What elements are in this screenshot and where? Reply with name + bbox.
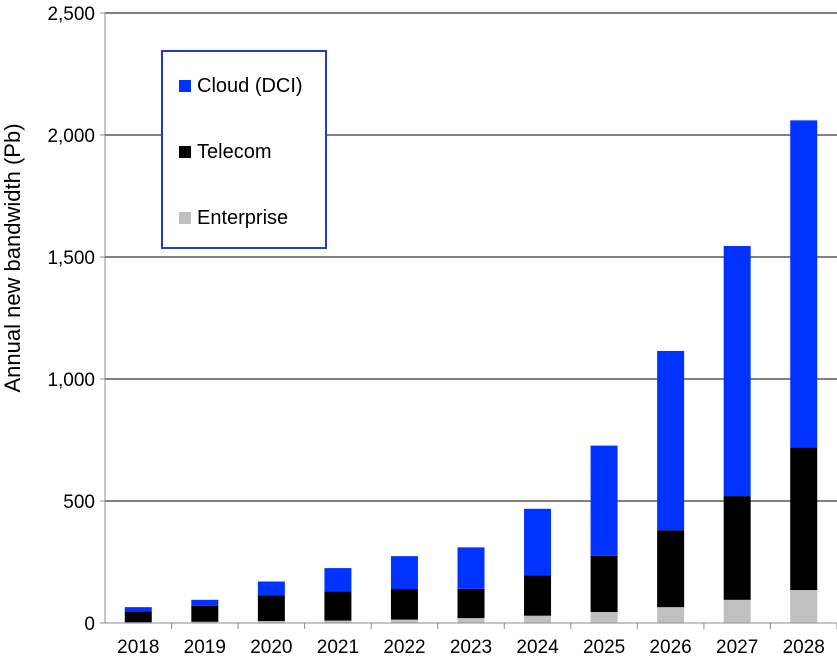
bar-cloud-dci-2019 [191,599,219,606]
axis-layer: 0 500 1,000 1,500 2,000 2,500 2018 2019 2020 2021… [47,4,837,658]
bar-enterprise-2024 [524,615,552,623]
legend-swatch-enterprise [179,212,191,224]
y-tick-label: 500 [63,492,95,513]
y-tick-label: 0 [84,614,95,635]
legend-label-telecom: Telecom [197,140,272,163]
x-tick-label: 2023 [450,637,492,658]
bar-cloud-dci-2022 [390,556,418,590]
bar-enterprise-2025 [590,612,618,623]
bar-enterprise-2022 [390,619,418,623]
bar-cloud-dci-2026 [657,350,685,531]
x-tick-label: 2028 [783,637,825,658]
x-tick-label: 2024 [516,637,559,658]
bar-telecom-2024 [524,575,552,616]
bar-cloud-dci-2021 [324,568,352,592]
y-tick-label: 1,000 [47,370,95,391]
bar-enterprise-2023 [457,618,485,623]
legend-label-cloud: Cloud (DCI) [197,74,303,97]
bar-telecom-2020 [257,595,285,622]
bar-telecom-2019 [191,605,219,622]
x-tick-label: 2027 [716,637,758,658]
bar-enterprise-2028 [790,590,818,623]
bar-enterprise-2026 [657,607,685,623]
legend-swatch-telecom [179,146,191,158]
legend-item-cloud: Cloud (DCI) [179,74,303,98]
bar-cloud-dci-2025 [590,445,618,556]
y-tick-label: 2,000 [47,126,95,147]
x-tick-label: 2020 [250,637,292,658]
bar-telecom-2018 [124,611,152,623]
x-tick-label: 2025 [583,637,625,658]
bar-enterprise-2019 [191,621,219,623]
bar-enterprise-2027 [723,599,751,623]
bar-layer [124,120,818,623]
bar-cloud-dci-2023 [457,547,485,589]
x-tick-label: 2021 [317,637,359,658]
bar-telecom-2023 [457,588,485,619]
legend-item-telecom: Telecom [179,140,271,164]
bar-enterprise-2020 [257,621,285,623]
y-tick-label: 1,500 [47,248,95,269]
bar-telecom-2021 [324,591,352,621]
legend: Cloud (DCI) Telecom Enterprise [161,50,327,249]
legend-label-enterprise: Enterprise [197,206,289,229]
bar-cloud-dci-2018 [124,607,152,612]
y-axis-label: Annual new bandwidth (Pb) [0,123,25,392]
legend-item-enterprise: Enterprise [179,206,288,230]
bar-telecom-2025 [590,555,618,613]
bar-telecom-2026 [657,530,685,608]
x-tick-label: 2018 [117,637,159,658]
legend-swatch-cloud [179,80,191,92]
x-tick-label: 2022 [383,637,425,658]
bar-telecom-2027 [723,496,751,600]
x-tick-label: 2026 [649,637,691,658]
x-tick-label: 2019 [184,637,226,658]
bar-telecom-2028 [790,447,818,591]
bar-cloud-dci-2020 [257,581,285,596]
bar-enterprise-2021 [324,620,352,623]
bar-cloud-dci-2027 [723,246,751,497]
y-tick-label: 2,500 [47,4,95,25]
bar-telecom-2022 [390,589,418,620]
bar-cloud-dci-2028 [790,120,818,448]
bar-cloud-dci-2024 [524,508,552,576]
